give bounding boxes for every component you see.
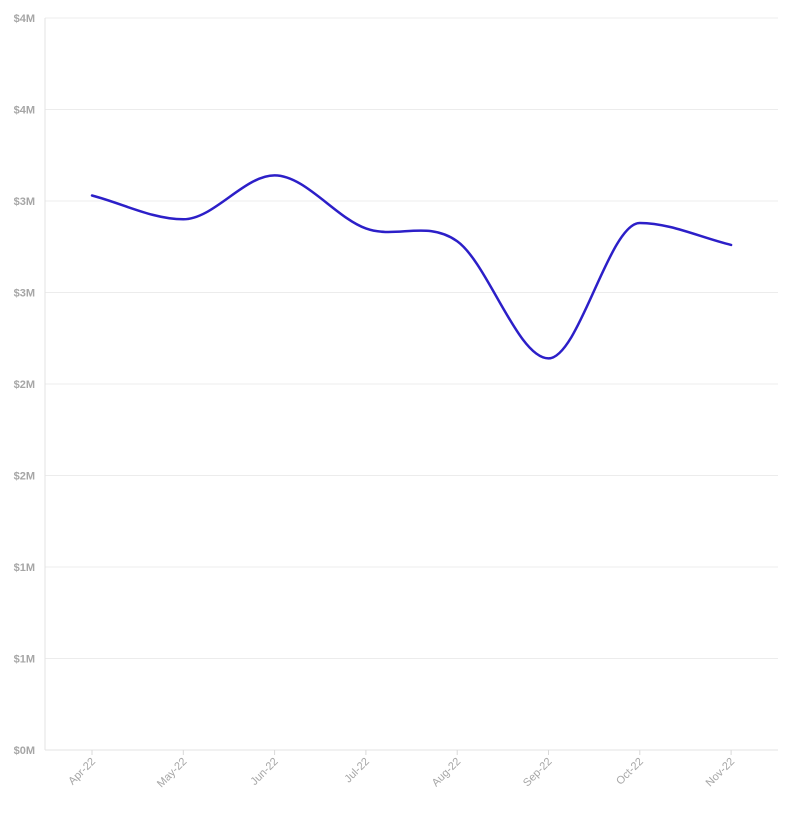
y-tick-label: $1M bbox=[14, 562, 35, 574]
x-tick-label: Jul-22 bbox=[342, 756, 372, 786]
y-tick-label: $0M bbox=[14, 745, 35, 757]
series-line bbox=[90, 174, 733, 360]
data-point bbox=[728, 242, 734, 248]
y-tick-label: $2M bbox=[14, 379, 35, 391]
y-tick-label: $4M bbox=[14, 13, 35, 25]
y-tick-label: $3M bbox=[14, 196, 35, 208]
x-tick-label: Apr-22 bbox=[66, 756, 98, 788]
x-tick-label: Jun-22 bbox=[248, 756, 280, 788]
series-layer bbox=[89, 172, 734, 361]
data-point bbox=[180, 216, 186, 222]
y-tick-label: $2M bbox=[14, 471, 35, 483]
x-tick-label: Aug-22 bbox=[430, 756, 464, 790]
x-tick-label: Oct-22 bbox=[614, 756, 646, 788]
data-point bbox=[637, 220, 643, 226]
x-tick-label: May-22 bbox=[155, 756, 189, 790]
data-point bbox=[272, 172, 278, 178]
y-tick-label: $1M bbox=[14, 654, 35, 666]
grid-layer bbox=[45, 17, 778, 659]
data-point bbox=[546, 355, 552, 361]
x-tick-label: Nov-22 bbox=[704, 756, 738, 790]
y-tick-label: $3M bbox=[14, 288, 35, 300]
label-layer: $0M $1M $1M $2M $2M $3M $3M $4M $4M Apr-22 May-22 J… bbox=[14, 13, 738, 790]
y-tick-label: $4M bbox=[14, 105, 35, 117]
data-point bbox=[363, 225, 369, 231]
x-tick-label: Sep-22 bbox=[521, 756, 555, 790]
data-point bbox=[454, 238, 460, 244]
axis-layer bbox=[44, 18, 778, 755]
data-point bbox=[89, 193, 95, 199]
